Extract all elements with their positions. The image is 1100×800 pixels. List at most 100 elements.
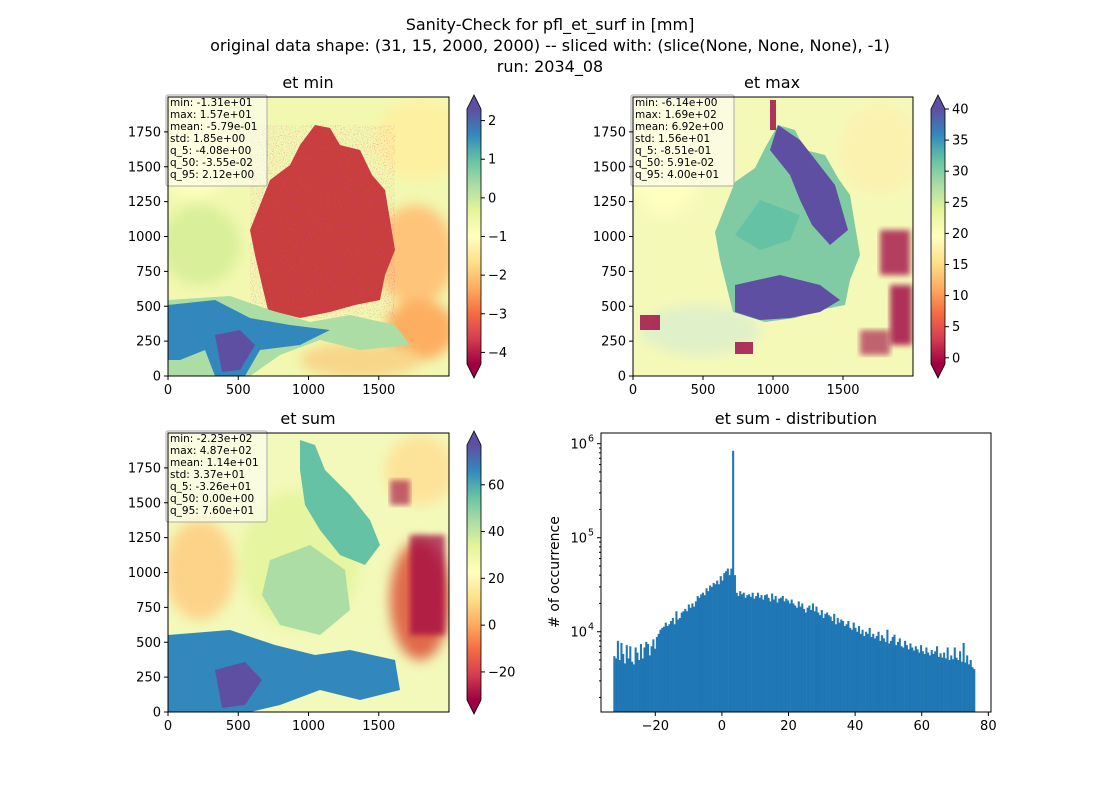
histogram-bar xyxy=(779,597,783,712)
histogram-bar xyxy=(936,646,939,712)
histogram-bar xyxy=(696,595,699,712)
histogram-bar xyxy=(701,592,705,712)
histogram-bar xyxy=(615,658,618,712)
histogram-bar xyxy=(767,597,770,712)
heatmap-region-south xyxy=(735,275,840,320)
colorbar-tick-label: 15 xyxy=(952,258,969,273)
histogram-bar xyxy=(847,621,850,712)
colorbar-tick-label: 35 xyxy=(952,134,969,149)
histogram-bar xyxy=(928,655,931,712)
stats-text: min: -6.14e+00 max: 1.69e+02 mean: 6.92e… xyxy=(635,97,724,181)
heatmap-region-germany-texture xyxy=(250,125,395,318)
histogram-bar xyxy=(707,591,710,712)
x-tick-label: 80 xyxy=(980,719,997,734)
stat-min: min: -6.14e+00 xyxy=(635,97,717,109)
panel-title: et min xyxy=(282,73,333,92)
histogram-bar xyxy=(641,658,644,712)
histogram-bar xyxy=(854,627,857,712)
stats-box xyxy=(165,94,268,187)
histogram-bar xyxy=(960,661,963,712)
histogram-bar xyxy=(813,611,816,712)
histogram-bar xyxy=(664,622,667,712)
histogram-bar xyxy=(740,594,744,712)
stat-std: std: 1.85e+00 xyxy=(170,133,245,145)
histogram-bar xyxy=(662,626,666,712)
colorbar-tick-label: 0 xyxy=(952,351,960,366)
colorbar-gradient xyxy=(467,445,481,700)
histogram-bar xyxy=(705,588,708,712)
histogram-bar xyxy=(698,597,701,712)
x-tick-label: −20 xyxy=(642,719,669,734)
heatmap-region-center xyxy=(262,545,350,635)
colorbar-extend-min xyxy=(467,364,481,378)
histogram-bar xyxy=(634,647,637,712)
histogram-bar xyxy=(717,584,721,712)
histogram-bar xyxy=(921,651,924,712)
histogram-bar xyxy=(689,607,692,712)
suptitle-line-1: Sanity-Check for pfl_et_surf in [mm] xyxy=(406,15,695,35)
histogram-bar xyxy=(801,603,804,712)
histogram-bar xyxy=(811,603,814,712)
histogram-bar xyxy=(758,597,761,712)
panel-et-max: et max min: -6.14e+00 ma xyxy=(593,73,969,398)
histogram-bar xyxy=(686,611,689,712)
heatmap-region-alps-peak xyxy=(215,662,262,708)
histogram-bar xyxy=(964,662,967,712)
y-tick-label: 750 xyxy=(601,265,626,280)
stat-q5: q_5: -3.26e+01 xyxy=(170,481,251,493)
heatmap-image xyxy=(168,97,449,376)
histogram-bar xyxy=(849,627,852,712)
y-tick-label: 1000 xyxy=(593,230,626,245)
histogram-bar xyxy=(682,611,685,712)
histogram-bar xyxy=(673,624,676,712)
y-tick-exponent: 5 xyxy=(588,528,594,539)
colorbar-tick-label: 2 xyxy=(488,114,496,129)
x-tick-label: 1500 xyxy=(362,383,395,398)
histogram-bar xyxy=(943,652,946,712)
histogram-bar xyxy=(950,655,953,712)
histogram-bar xyxy=(659,629,662,712)
histogram-bar xyxy=(962,642,965,712)
histogram-bar xyxy=(794,605,797,712)
y-tick-label: 1000 xyxy=(128,230,161,245)
histogram-bar xyxy=(765,594,768,712)
y-axis-label: # of occurrence xyxy=(547,516,563,628)
stat-q95: q_95: 4.00e+01 xyxy=(635,169,719,181)
colorbar-outline xyxy=(930,94,946,379)
histogram-bar xyxy=(879,640,882,712)
histogram-bar xyxy=(944,658,947,712)
histogram-bars xyxy=(613,450,976,712)
histogram-bar xyxy=(845,624,848,712)
colorbar-tick-label: −3 xyxy=(488,307,507,322)
histogram-bar xyxy=(868,627,871,712)
colorbar-tick-label: 20 xyxy=(952,227,969,242)
histogram-bar xyxy=(687,604,690,712)
histogram-bar xyxy=(666,626,669,712)
histogram-bar xyxy=(654,648,657,712)
histogram-bar xyxy=(776,602,779,712)
colorbar-extend-min xyxy=(467,700,481,714)
histogram-bar xyxy=(953,647,956,712)
colorbar-tick-label: 40 xyxy=(488,525,505,540)
x-tick-label: 0 xyxy=(629,383,637,398)
histogram-bar xyxy=(792,603,795,712)
histogram-bar xyxy=(643,647,646,712)
histogram-bar xyxy=(732,450,735,712)
colorbar-extend-max xyxy=(467,95,481,109)
y-tick-label: 1250 xyxy=(128,195,161,210)
colorbar-outline xyxy=(466,430,482,715)
y-tick-label: 250 xyxy=(136,335,161,350)
histogram-bar xyxy=(709,585,712,712)
heatmap-region-river xyxy=(770,125,848,245)
histogram-bar xyxy=(888,643,891,712)
histogram-bar xyxy=(834,624,838,712)
x-tick-label: 1500 xyxy=(826,383,859,398)
histogram-bar xyxy=(726,568,729,712)
colorbar-tick-label: 25 xyxy=(952,196,969,211)
histogram-bar xyxy=(840,619,843,712)
stat-max: max: 1.57e+01 xyxy=(170,109,252,121)
x-axis: 0 500 1000 1500 xyxy=(629,376,860,398)
histogram-bar xyxy=(881,635,884,712)
histogram-bar xyxy=(905,645,908,712)
